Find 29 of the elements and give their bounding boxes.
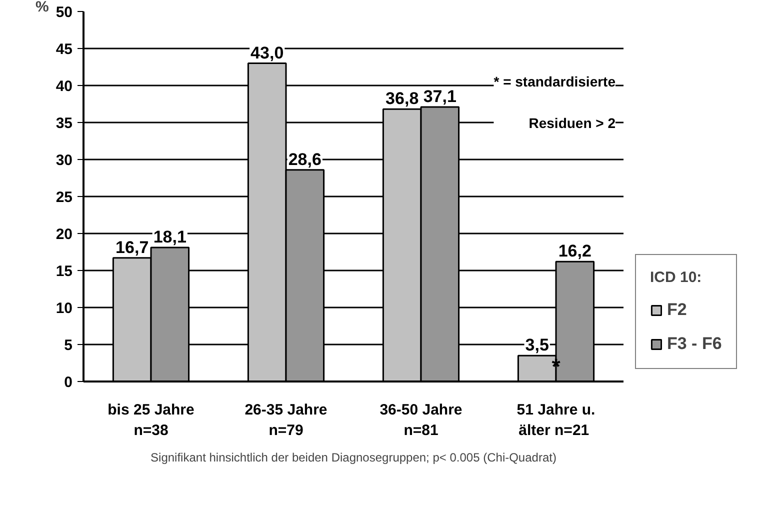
x-tick-label: bis 25 Jahre n=38 (108, 402, 194, 439)
y-tick-label: 45 (56, 41, 73, 58)
legend-title: ICD 10: (650, 269, 703, 286)
y-tick-label: 40 (56, 78, 73, 95)
y-tick-label: 25 (56, 189, 73, 206)
y-tick-label: 35 (56, 115, 73, 132)
data-label: 3,5 (525, 336, 549, 355)
y-tick-label: 50 (56, 4, 73, 21)
text: * = standardisierte Residuen > 2 (494, 74, 616, 132)
x-tick-label: 26-35 Jahre n=79 (244, 402, 328, 439)
data-label: 43,0 (250, 43, 284, 62)
data-label: 18,1 (153, 228, 186, 247)
y-tick-label: 10 (56, 300, 73, 317)
data-label: 36,8 (386, 89, 419, 108)
data-label: 28,6 (288, 150, 322, 169)
y-tick-label: 30 (56, 152, 73, 169)
text: Signifikant hinsichtlich der beiden Diagnosegruppen; p< 0.005 (Chi-Quadrat) (150, 450, 556, 464)
data-label: 16,2 (558, 242, 592, 261)
legend-label: F3 - F6 (667, 334, 722, 354)
y-axis-title: % (36, 0, 49, 16)
y-tick-label: 15 (56, 263, 73, 280)
y-tick-label: 5 (64, 337, 72, 354)
y-tick-label: 0 (64, 374, 72, 391)
y-tick-label: 20 (56, 226, 73, 243)
legend-label: F2 (667, 300, 687, 320)
data-label: 16,7 (116, 238, 149, 257)
x-tick-label: 36-50 Jahre n=81 (380, 402, 462, 439)
x-tick-label: 51 Jahre u. älter n=21 (516, 402, 596, 439)
data-label: 37,1 (423, 86, 456, 106)
